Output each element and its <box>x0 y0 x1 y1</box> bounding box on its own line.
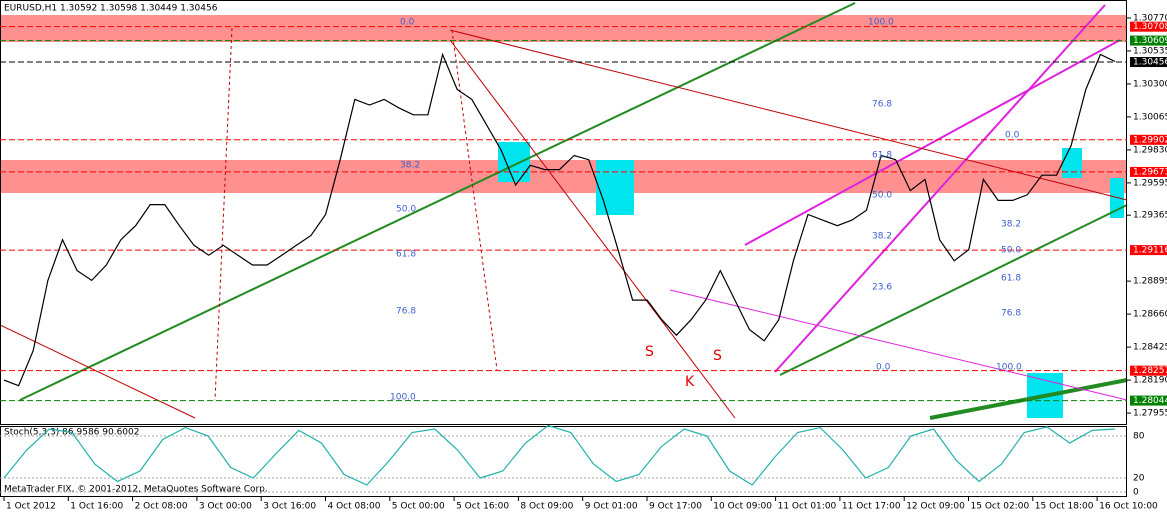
level-label: 1.30456 <box>1133 58 1167 68</box>
trend-line <box>744 39 1121 246</box>
level-tag <box>1130 57 1167 68</box>
copyright: MetaTrader FIX, © 2001-2012, MetaQuotes … <box>4 485 268 495</box>
level-tag <box>1130 21 1167 32</box>
stoch-tick-label: 0 <box>1133 488 1139 498</box>
x-tick-label: 5 Oct 00:00 <box>392 502 445 512</box>
trend-line <box>929 378 1128 420</box>
fib-label: 100.0 <box>996 363 1022 373</box>
zone-box <box>1062 148 1082 178</box>
level-label: 1.30609 <box>1133 36 1167 46</box>
y-tick-label: 1.30535 <box>1133 46 1167 56</box>
y-tick-label: 1.30300 <box>1133 79 1167 89</box>
level-tag <box>1130 134 1167 145</box>
x-tick-label: 16 Oct 10:00 <box>1099 502 1158 512</box>
x-tick-label: 8 Oct 09:00 <box>520 502 573 512</box>
stoch-frame <box>0 426 1127 497</box>
chart-frame <box>0 0 1127 425</box>
price-line <box>3 52 1116 387</box>
stoch-tick-label: 80 <box>1133 432 1145 442</box>
level-label: 1.29902 <box>1133 135 1167 145</box>
fib-label: 38.2 <box>1001 220 1021 230</box>
level-tag <box>1130 395 1167 406</box>
x-tick-label: 9 Oct 01:00 <box>585 502 638 512</box>
x-tick-label: 3 Oct 00:00 <box>199 502 252 512</box>
trend-line <box>19 2 856 401</box>
level-label: 1.28257 <box>1133 366 1167 376</box>
fib-label: 50.0 <box>1001 246 1021 256</box>
x-tick-label: 1 Oct 16:00 <box>70 502 123 512</box>
pattern-label: S <box>645 344 654 360</box>
fib-label: 50.0 <box>396 205 416 215</box>
fib-label: 23.6 <box>872 283 892 293</box>
y-tick-label: 1.28895 <box>1133 277 1167 287</box>
fib-label: 76.8 <box>1001 309 1021 319</box>
trend-line <box>669 289 1128 401</box>
fib-label: 100.0 <box>390 393 416 403</box>
y-tick-label: 1.28190 <box>1133 376 1167 386</box>
x-tick-label: 5 Oct 16:00 <box>456 502 509 512</box>
y-tick-label: 1.30770 <box>1133 13 1167 23</box>
x-tick-label: 4 Oct 08:00 <box>328 502 381 512</box>
stoch-tick-label: 20 <box>1133 474 1145 484</box>
level-label: 1.29116 <box>1133 246 1167 256</box>
trend-line <box>779 204 1128 376</box>
fib-label: 38.2 <box>872 232 892 242</box>
trend-line <box>0 324 196 419</box>
x-tick-label: 2 Oct 08:00 <box>135 502 188 512</box>
pattern-label: K <box>685 374 695 390</box>
pattern-label: S <box>713 348 722 364</box>
fib-label: 38.2 <box>400 161 420 171</box>
zone-box <box>596 160 634 215</box>
fib-line <box>214 27 233 401</box>
x-tick-label: 15 Oct 02:00 <box>971 502 1030 512</box>
y-tick-label: 1.29365 <box>1133 211 1167 221</box>
x-tick-label: 11 Oct 17:00 <box>842 502 901 512</box>
x-tick-label: 9 Oct 17:00 <box>649 502 702 512</box>
level-tag <box>1130 166 1167 177</box>
y-tick-label: 1.29830 <box>1133 145 1167 155</box>
stoch-line <box>3 424 1116 486</box>
fib-label: 50.0 <box>872 191 892 201</box>
y-tick-label: 1.28425 <box>1133 343 1167 353</box>
fib-label: 61.8 <box>872 151 892 161</box>
trend-line <box>774 4 1106 373</box>
fib-label: 100.0 <box>868 18 894 28</box>
x-tick-label: 15 Oct 18:00 <box>1035 502 1094 512</box>
fib-label: 0.0 <box>876 363 891 373</box>
level-tag <box>1130 365 1167 376</box>
x-tick-label: 3 Oct 16:00 <box>263 502 316 512</box>
trend-line <box>449 39 736 419</box>
level-tag <box>1130 35 1167 46</box>
y-tick-label: 1.30065 <box>1133 112 1167 122</box>
y-tick-label: 1.28660 <box>1133 310 1167 320</box>
x-tick-label: 11 Oct 01:00 <box>778 502 837 512</box>
trend-lines <box>0 2 1128 420</box>
x-tick-label: 12 Oct 09:00 <box>906 502 965 512</box>
y-tick-label: 1.27955 <box>1133 409 1167 419</box>
level-tag <box>1130 245 1167 256</box>
fib-label: 76.8 <box>396 307 416 317</box>
chart-header: EURUSD,H1 1.30592 1.30598 1.30449 1.3045… <box>4 4 218 14</box>
resistance-zone <box>0 15 1127 42</box>
trend-line <box>449 29 1128 201</box>
fib-label: 76.8 <box>872 100 892 110</box>
x-tick-label: 1 Oct 2012 <box>6 502 56 512</box>
fib-label: 61.8 <box>1001 274 1021 284</box>
fib-label: 0.0 <box>400 18 415 28</box>
level-label: 1.30708 <box>1133 22 1167 32</box>
fib-label: 61.8 <box>396 250 416 260</box>
level-label: 1.29673 <box>1133 167 1167 177</box>
fib-label: 0.0 <box>1005 131 1020 141</box>
zone-box <box>498 142 530 182</box>
level-label: 1.28044 <box>1133 396 1167 406</box>
y-tick-label: 1.29595 <box>1133 178 1167 188</box>
x-tick-label: 10 Oct 09:00 <box>713 502 772 512</box>
